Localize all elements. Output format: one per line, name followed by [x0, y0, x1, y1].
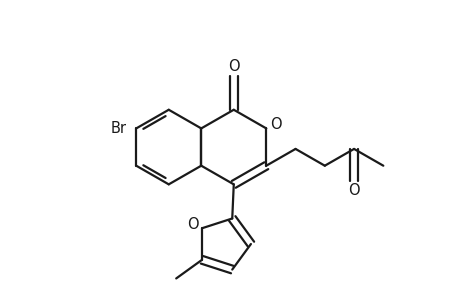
- Text: O: O: [187, 217, 198, 232]
- Text: Br: Br: [110, 121, 126, 136]
- Text: O: O: [347, 183, 359, 198]
- Text: O: O: [270, 117, 281, 132]
- Text: O: O: [228, 59, 239, 74]
